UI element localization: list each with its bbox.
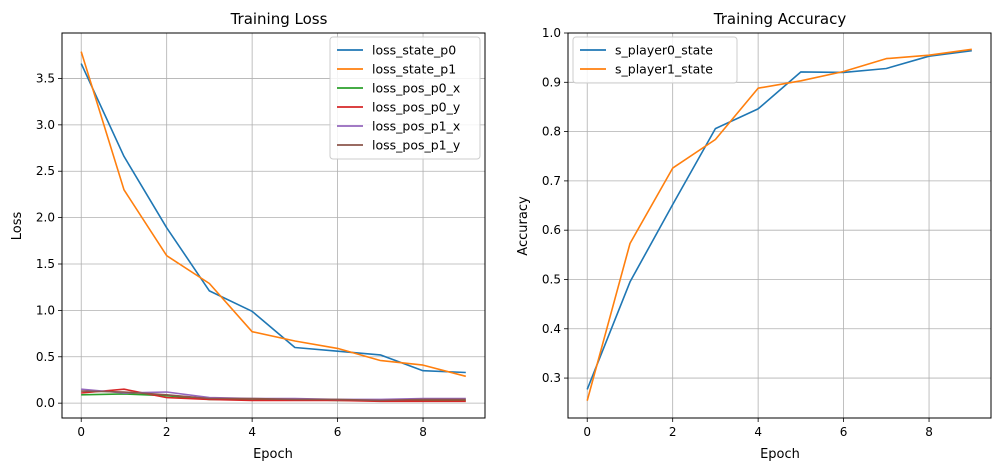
accuracy-y-tick-label: 0.9 (542, 75, 561, 89)
accuracy-x-tick-label: 2 (669, 425, 677, 439)
accuracy-chart-title: Training Accuracy (713, 10, 847, 28)
loss-chart-title: Training Loss (230, 10, 328, 28)
accuracy-series-line-0 (586, 49, 972, 390)
loss-legend-label: loss_state_p0 (372, 43, 456, 58)
loss-chart-x-axis-label: Epoch (253, 447, 293, 462)
accuracy-y-tick-label: 0.7 (542, 174, 561, 188)
accuracy-y-tick-label: 0.3 (542, 371, 561, 385)
loss-x-tick-label: 2 (163, 425, 171, 439)
loss-legend-label: loss_pos_p1_y (372, 138, 461, 153)
accuracy-legend-label: s_player0_state (615, 43, 713, 58)
accuracy-x-tick-label: 4 (754, 425, 762, 439)
accuracy-y-tick-label: 1.0 (542, 26, 561, 40)
loss-x-tick-label: 6 (334, 425, 342, 439)
loss-series-line-1 (80, 51, 467, 378)
accuracy-x-tick-label: 0 (583, 425, 591, 439)
accuracy-y-tick-label: 0.4 (542, 322, 561, 336)
loss-y-tick-label: 2.0 (36, 211, 55, 225)
accuracy-y-tick-label: 0.5 (542, 272, 561, 286)
loss-legend-label: loss_state_p1 (372, 62, 456, 77)
loss-plot-frame (61, 32, 486, 419)
loss-legend-label: loss_pos_p0_y (372, 100, 461, 115)
loss-series-line-5 (81, 390, 466, 402)
loss-x-tick-label: 0 (77, 425, 85, 439)
loss-x-tick-label: 4 (248, 425, 256, 439)
accuracy-legend-label: s_player1_state (615, 62, 713, 77)
accuracy-x-tick-label: 6 (840, 425, 848, 439)
accuracy-chart: Training Accuracy Epoch Accuracy 0 2 4 6 8 0.… (516, 10, 992, 462)
loss-y-tick-label: 0.0 (36, 396, 55, 410)
loss-y-tick-label: 3.0 (36, 118, 55, 132)
loss-y-tick-label: 3.5 (36, 71, 55, 85)
loss-legend-label: loss_pos_p1_x (372, 119, 460, 134)
accuracy-plot-frame (567, 32, 992, 419)
loss-y-tick-label: 1.0 (36, 303, 55, 317)
accuracy-y-tick-label: 0.6 (542, 223, 561, 237)
accuracy-chart-y-axis-label: Accuracy (516, 196, 531, 256)
loss-x-tick-label: 8 (419, 425, 427, 439)
accuracy-legend-box (572, 36, 738, 84)
loss-y-tick-label: 0.5 (36, 350, 55, 364)
loss-legend-label: loss_pos_p0_x (372, 81, 460, 96)
accuracy-chart-x-axis-label: Epoch (760, 447, 800, 462)
loss-legend-box (329, 36, 481, 160)
accuracy-legend: s_player0_state s_player1_state (572, 36, 738, 84)
accuracy-x-tick-label: 8 (925, 425, 933, 439)
loss-y-tick-label: 1.5 (36, 257, 55, 271)
loss-chart-y-axis-label: Loss (10, 212, 25, 241)
accuracy-y-tick-label: 0.8 (542, 125, 561, 139)
accuracy-series-line-1 (586, 48, 972, 401)
loss-chart: Training Loss Epoch Loss 0 2 4 6 8 0.0 0.5 1.0 1… (10, 10, 486, 462)
loss-y-tick-label: 2.5 (36, 164, 55, 178)
loss-legend: loss_state_p0 loss_state_p1 loss_pos_p0_xl… (329, 36, 481, 160)
